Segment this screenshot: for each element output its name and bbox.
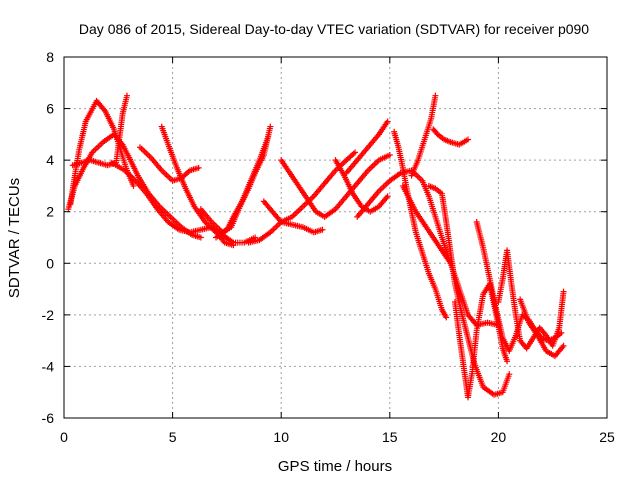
data-points: [65, 92, 567, 401]
chart-title: Day 086 of 2015, Sidereal Day-to-day VTE…: [79, 21, 589, 37]
data-point: [267, 123, 274, 130]
data-point: [464, 136, 471, 143]
data-point: [252, 234, 259, 241]
plot-frame: [63, 56, 608, 419]
y-tick-label: 6: [46, 101, 54, 117]
data-point: [319, 226, 326, 233]
data-point: [384, 118, 391, 125]
data-point: [558, 329, 565, 336]
data-point: [230, 242, 237, 249]
x-tick-label: 20: [491, 429, 507, 445]
data-point: [386, 151, 393, 158]
grid-lines: [64, 57, 607, 418]
y-tick-label: 4: [46, 152, 54, 168]
data-point: [560, 288, 567, 295]
x-tick-label: 0: [60, 429, 68, 445]
data-point: [123, 92, 130, 99]
data-point: [560, 342, 567, 349]
data-point: [443, 314, 450, 321]
x-tick-label: 10: [273, 429, 289, 445]
x-axis-title: GPS time / hours: [278, 458, 392, 475]
axis-ticks: [63, 56, 608, 419]
y-tick-label: -4: [42, 358, 55, 374]
data-point: [432, 92, 439, 99]
data-point: [504, 358, 511, 365]
data-point: [506, 371, 513, 378]
data-point: [384, 193, 391, 200]
data-point: [130, 182, 137, 189]
x-tick-label: 25: [599, 429, 615, 445]
y-tick-label: 2: [46, 204, 54, 220]
y-tick-label: -2: [42, 307, 55, 323]
data-point: [352, 149, 359, 156]
data-point: [197, 234, 204, 241]
y-tick-label: 8: [46, 49, 54, 65]
x-tick-label: 15: [382, 429, 398, 445]
data-point: [265, 133, 272, 140]
y-axis-title: SDTVAR / TECUs: [6, 178, 23, 298]
y-tick-label: 0: [46, 255, 54, 271]
y-tick-label: -6: [42, 410, 55, 426]
data-point: [195, 164, 202, 171]
x-tick-label: 5: [169, 429, 177, 445]
